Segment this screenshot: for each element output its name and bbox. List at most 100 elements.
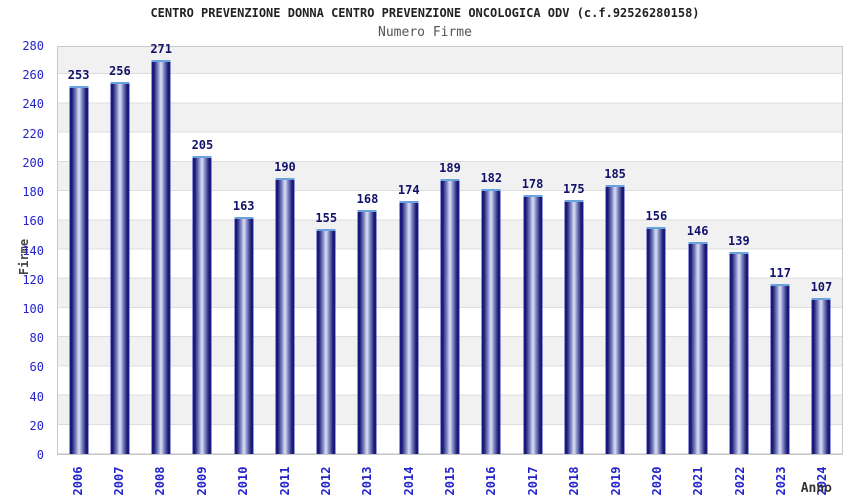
x-label-cell: 2018 xyxy=(554,458,595,498)
bar-cell-2019: 185 xyxy=(594,47,635,454)
bar-cell-2020: 156 xyxy=(636,47,677,454)
x-axis-title: Anno xyxy=(800,481,832,496)
y-tick-label: 120 xyxy=(22,272,44,287)
y-tick-label: 0 xyxy=(36,448,44,462)
x-label-cell: 2015 xyxy=(429,458,470,498)
y-tick-label: 20 xyxy=(29,418,44,433)
bar-cell-2007: 256 xyxy=(99,47,140,454)
chart-subtitle: Numero Firme xyxy=(378,25,472,40)
y-tick-label: 200 xyxy=(22,155,44,170)
bar-cell-2017: 178 xyxy=(512,47,553,454)
bar-value-label: 205 xyxy=(191,138,214,153)
x-tick-label: 2014 xyxy=(401,466,416,496)
x-label-cell: 2016 xyxy=(471,458,512,498)
bar-2008 xyxy=(151,60,171,454)
bar-2024 xyxy=(811,298,831,454)
bar-value-label: 155 xyxy=(315,210,338,225)
x-tick-label: 2012 xyxy=(318,466,333,496)
y-tick-label: 160 xyxy=(22,214,44,229)
y-tick-label: 240 xyxy=(22,97,44,112)
bar-2018 xyxy=(564,199,584,454)
x-label-cell: 2020 xyxy=(636,458,677,498)
x-axis-labels: 2006 2007 2008 2009 2010 2011 2012 2013 2014 2015… xyxy=(57,458,843,498)
x-label-cell: 2012 xyxy=(305,458,346,498)
x-label-cell: 2019 xyxy=(595,458,636,498)
x-tick-label: 2020 xyxy=(649,466,664,496)
x-tick-label: 2022 xyxy=(732,466,747,496)
bar-2009 xyxy=(192,156,212,454)
bar-value-label: 271 xyxy=(150,42,172,57)
bar-value-label: 139 xyxy=(728,233,750,248)
bar-2022 xyxy=(729,251,749,454)
x-label-cell: 2013 xyxy=(347,458,388,498)
bar-cell-2009: 205 xyxy=(182,47,223,454)
bar-cell-2010: 163 xyxy=(223,47,264,454)
bar-2023 xyxy=(770,283,790,454)
x-tick-label: 2007 xyxy=(112,466,127,496)
bar-value-label: 163 xyxy=(232,199,255,214)
bar-2007 xyxy=(110,81,130,454)
bar-cell-2022: 139 xyxy=(718,47,759,454)
bar-cell-2013: 168 xyxy=(347,47,388,454)
x-label-cell: 2011 xyxy=(264,458,305,498)
x-label-cell: 2023 xyxy=(760,458,801,498)
x-label-cell: 2008 xyxy=(140,458,181,498)
x-tick-label: 2011 xyxy=(277,466,292,496)
bar-2017 xyxy=(523,195,543,454)
bar-2012 xyxy=(316,228,336,454)
x-tick-label: 2018 xyxy=(567,466,582,496)
bar-2010 xyxy=(234,217,254,454)
bar-value-label: 156 xyxy=(645,209,668,224)
x-tick-label: 2006 xyxy=(70,466,85,496)
bar-value-label: 174 xyxy=(397,183,420,198)
bar-2021 xyxy=(688,241,708,454)
bar-value-label: 190 xyxy=(274,159,296,174)
bar-cell-2016: 182 xyxy=(471,47,512,454)
x-label-cell: 2022 xyxy=(719,458,760,498)
bar-value-label: 168 xyxy=(356,191,379,206)
bar-cell-2008: 271 xyxy=(141,43,182,454)
y-axis-ticks: 0 20 40 60 80 100 120 140 160 180 200 220 240 260 280 xyxy=(0,39,50,462)
x-tick-label: 2013 xyxy=(360,466,375,496)
bar-cell-2012: 155 xyxy=(306,47,347,454)
y-tick-label: 220 xyxy=(22,126,44,141)
bar-value-label: 189 xyxy=(439,161,461,176)
x-tick-label: 2009 xyxy=(194,466,209,496)
x-label-cell: 2021 xyxy=(678,458,719,498)
x-tick-label: 2023 xyxy=(774,466,789,496)
x-label-cell: 2006 xyxy=(57,458,98,498)
bar-value-label: 117 xyxy=(769,265,791,280)
bar-2011 xyxy=(275,177,295,454)
x-tick-label: 2017 xyxy=(525,466,540,496)
bar-2014 xyxy=(399,201,419,454)
y-tick-label: 100 xyxy=(22,301,44,316)
x-tick-label: 2019 xyxy=(608,466,623,496)
bar-2006 xyxy=(69,86,89,454)
bar-cell-2023: 117 xyxy=(760,47,801,454)
bar-value-label: 256 xyxy=(109,63,131,78)
x-tick-label: 2021 xyxy=(691,466,706,496)
y-tick-label: 80 xyxy=(29,331,44,346)
plot-area: 253 256 271 205 163 190 155 168 174 189 182 178 175 1… xyxy=(57,43,843,455)
bar-value-label: 253 xyxy=(67,68,90,83)
bar-2020 xyxy=(646,227,666,454)
bar-2013 xyxy=(357,209,377,454)
bar-value-label: 107 xyxy=(810,280,833,295)
bar-cell-2018: 175 xyxy=(553,47,594,454)
y-tick-label: 60 xyxy=(29,360,44,375)
y-tick-label: 260 xyxy=(22,68,44,83)
y-tick-label: 140 xyxy=(22,243,44,258)
bar-value-label: 185 xyxy=(604,167,626,182)
x-tick-label: 2010 xyxy=(236,466,251,496)
bar-value-label: 146 xyxy=(686,223,709,238)
bar-value-label: 175 xyxy=(562,181,585,196)
x-label-cell: 2010 xyxy=(223,458,264,498)
bar-2016 xyxy=(481,189,501,454)
bar-2015 xyxy=(440,179,460,454)
x-tick-label: 2015 xyxy=(443,466,458,496)
bars-row: 253 256 271 205 163 190 155 168 174 189 182 178 175 1… xyxy=(58,43,842,454)
bar-cell-2021: 146 xyxy=(677,47,718,454)
y-tick-label: 180 xyxy=(22,185,44,200)
bar-value-label: 182 xyxy=(480,171,503,186)
bar-cell-2015: 189 xyxy=(429,47,470,454)
